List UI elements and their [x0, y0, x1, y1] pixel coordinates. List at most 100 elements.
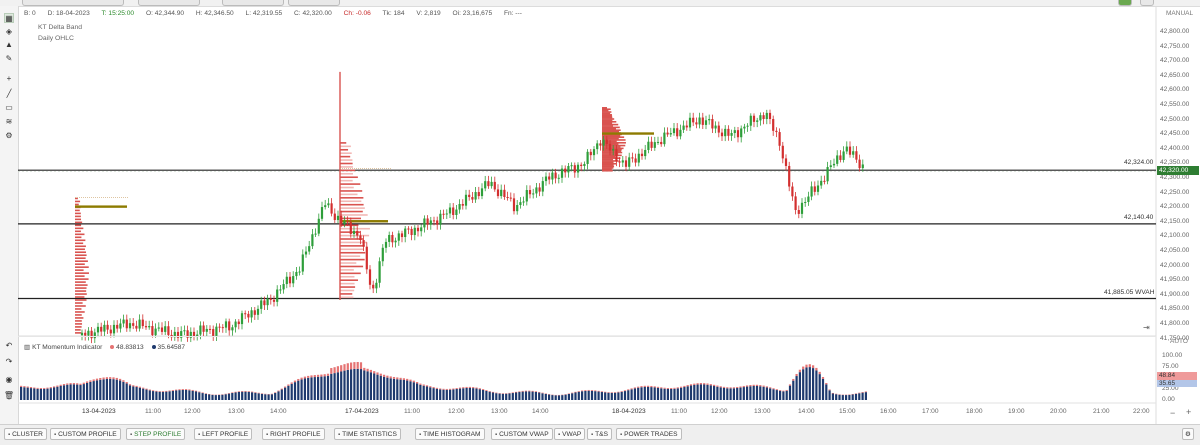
tab-time-histogram[interactable]: ▪TIME HISTOGRAM [415, 428, 485, 440]
tab-left-profile[interactable]: ▪LEFT PROFILE [194, 428, 252, 440]
indicator-bar-b [192, 391, 194, 400]
candle-body [471, 197, 473, 200]
indicator-bar-a [631, 388, 633, 389]
indicator-bar-a [627, 389, 629, 390]
profile-bar [602, 159, 613, 161]
candle-body [500, 190, 502, 196]
indicator-axis-mode[interactable]: AUTO [1170, 338, 1188, 345]
candle-body [651, 142, 653, 148]
indicator-bar-a [139, 387, 141, 388]
indicator-bar-a [294, 381, 296, 383]
indicator-bar-a [225, 394, 227, 395]
candle-body [529, 190, 531, 194]
candle-body [721, 133, 723, 137]
scroll-to-end-icon[interactable]: ⇥ [1143, 323, 1150, 332]
indicator-bar-a [393, 377, 395, 379]
indicator-bar-a [76, 383, 78, 384]
indicator-bar-b [327, 376, 329, 400]
candle-body [823, 181, 825, 182]
tab-custom-vwap[interactable]: ▪CUSTOM VWAP [491, 428, 553, 440]
tab-time-statistics[interactable]: ▪TIME STATISTICS [334, 428, 401, 440]
indicator-bar-b [706, 385, 708, 400]
indicator-bar-b [736, 388, 738, 400]
time-axis-label: 17-04-2023 [345, 408, 379, 415]
indicator-bar-b [96, 380, 98, 400]
candle-body [337, 216, 339, 220]
candle-body [795, 196, 797, 210]
profile-bar [602, 142, 626, 144]
indicator-bar-a [83, 383, 85, 384]
indicator-bar-b [848, 395, 850, 400]
candle-body [779, 132, 781, 146]
profile-bar [75, 251, 86, 253]
indicator-bar-b [683, 387, 685, 400]
indicator-bar-a [462, 387, 464, 388]
indicator-bar-b [258, 393, 260, 400]
tab-step-profile[interactable]: ▪STEP PROFILE [126, 428, 185, 440]
indicator-bar-a [710, 384, 712, 385]
candle-body [603, 140, 605, 146]
gear-icon[interactable]: ⚙ [1182, 428, 1194, 440]
zoom-in-icon[interactable]: + [1186, 407, 1191, 417]
tab-power-trades[interactable]: ▪POWER TRADES [616, 428, 682, 440]
indicator-bar-a [370, 370, 372, 372]
profile-bar [75, 266, 89, 268]
candle-body [91, 331, 93, 338]
indicator-bar-b [310, 377, 312, 400]
profile-bar [75, 293, 87, 295]
indicator-bar-a [238, 391, 240, 392]
indicator-bar-a [769, 387, 771, 388]
indicator-bar-a [805, 365, 807, 368]
profile-bar [340, 279, 358, 281]
candle-body [430, 220, 432, 224]
indicator-bar-b [551, 395, 553, 400]
indicator-bar-a [568, 393, 570, 394]
indicator-name[interactable]: KT Momentum Indicator [32, 344, 102, 351]
indicator-bar-a [687, 385, 689, 386]
indicator-bar-b [538, 393, 540, 400]
pane-divider[interactable] [18, 336, 1156, 337]
indicator-bar-a [297, 379, 299, 381]
indicator-bar-b [145, 390, 147, 400]
indicator-bar-b [30, 388, 32, 400]
indicator-bar-a [122, 380, 124, 382]
profile-bar [75, 242, 83, 244]
profile-bar [602, 129, 621, 131]
profile-bar [602, 146, 620, 148]
candle-body [305, 252, 307, 255]
time-axis-label: 11:00 [404, 408, 420, 415]
indicator-bar-b [598, 392, 600, 400]
candle-body [209, 329, 211, 330]
indicator-bar-b [271, 394, 273, 400]
candle-body [836, 155, 838, 163]
candle-body [375, 283, 377, 289]
candle-body [750, 116, 752, 126]
price-axis-mode[interactable]: MANUAL [1166, 10, 1193, 17]
tab-custom-profile[interactable]: ▪CUSTOM PROFILE [50, 428, 121, 440]
profile-bar [75, 219, 81, 221]
tab-t-s[interactable]: ▪T&S [587, 428, 612, 440]
tab-vwap[interactable]: ▪VWAP [554, 428, 585, 440]
profile-bar [340, 286, 355, 288]
candle-body [452, 207, 454, 215]
indicator-bar-a [644, 386, 646, 387]
indicator-bar-a [363, 368, 365, 371]
tab-cluster[interactable]: ▪CLUSTER [4, 428, 47, 440]
candle-body [468, 195, 470, 197]
indicator-bar-b [535, 392, 537, 400]
indicator-bar-a [73, 383, 75, 384]
profile-bar [340, 156, 350, 158]
indicator-bar-a [442, 389, 444, 390]
indicator-bar-a [614, 392, 616, 393]
indicator-bar-b [363, 370, 365, 400]
indicator-bar-a [829, 389, 831, 390]
profile-bar [602, 127, 620, 129]
profile-bar [602, 155, 622, 157]
candle-body [785, 158, 787, 166]
candle-body [484, 181, 486, 188]
zoom-out-icon[interactable]: − [1170, 408, 1175, 418]
tab-right-profile[interactable]: ▪RIGHT PROFILE [262, 428, 325, 440]
indicator-bar-b [518, 392, 520, 400]
candle-body [321, 207, 323, 219]
